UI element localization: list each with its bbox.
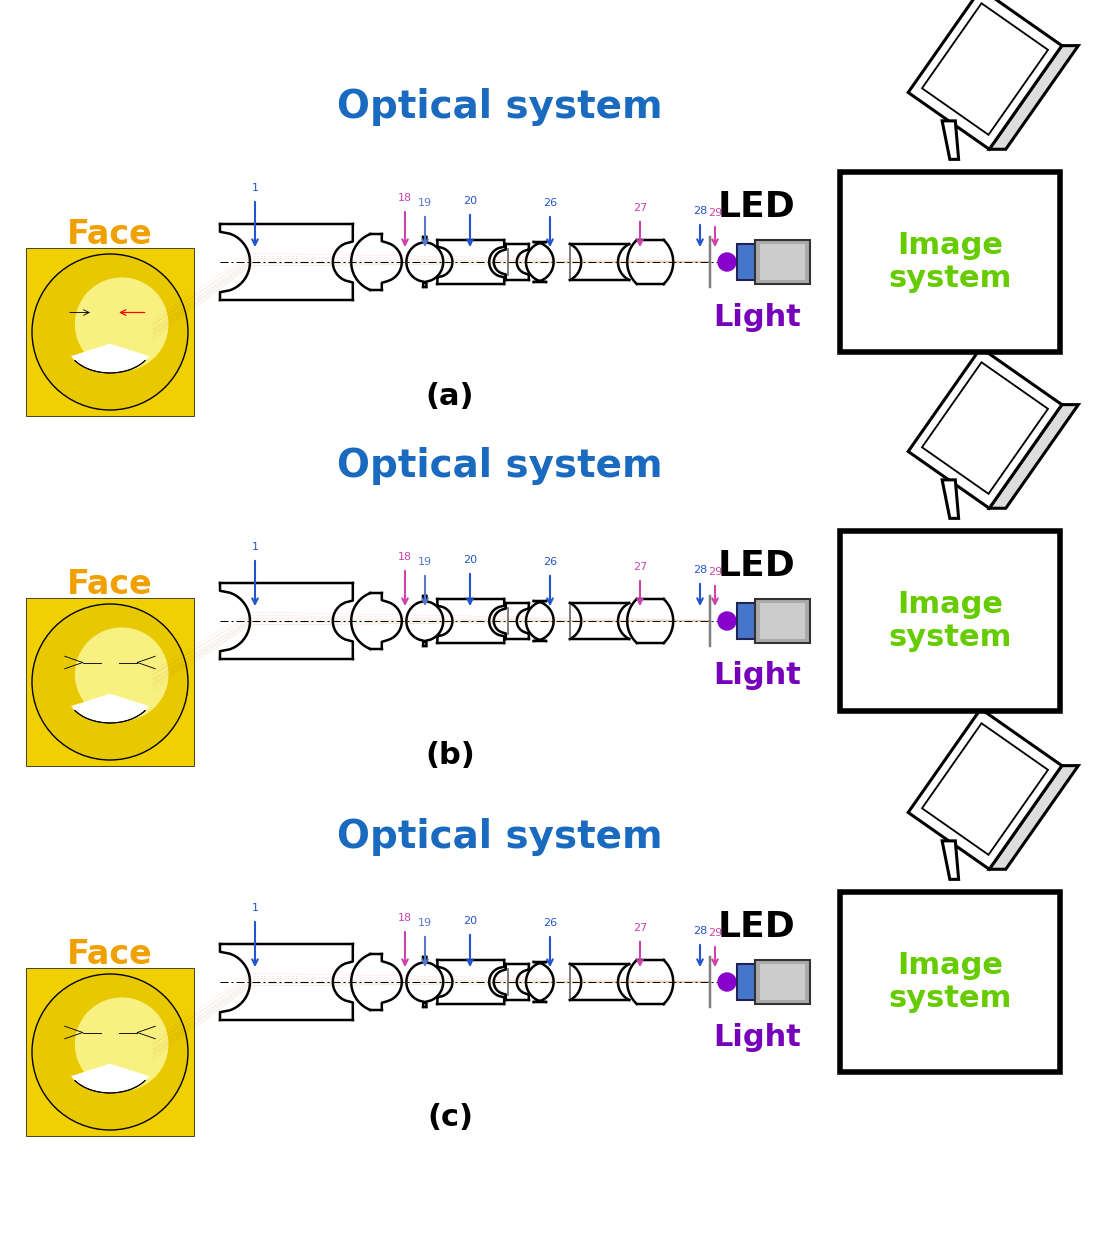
Text: Light: Light bbox=[713, 662, 801, 691]
Circle shape bbox=[75, 997, 169, 1090]
Bar bbox=[755, 599, 810, 643]
Polygon shape bbox=[942, 841, 959, 879]
Text: Optical system: Optical system bbox=[337, 447, 662, 484]
Text: 19: 19 bbox=[418, 197, 432, 207]
Polygon shape bbox=[990, 405, 1079, 508]
Bar bbox=[840, 171, 1060, 351]
Text: 28: 28 bbox=[693, 206, 707, 216]
Polygon shape bbox=[942, 120, 959, 159]
Text: 28: 28 bbox=[693, 927, 707, 936]
Text: (c): (c) bbox=[426, 1103, 473, 1131]
Circle shape bbox=[32, 604, 188, 760]
Text: 27: 27 bbox=[633, 923, 647, 933]
Text: 1: 1 bbox=[251, 183, 259, 193]
Circle shape bbox=[719, 612, 736, 630]
Polygon shape bbox=[922, 4, 1048, 135]
Text: 29: 29 bbox=[707, 568, 722, 578]
Text: Optical system: Optical system bbox=[337, 818, 662, 856]
Bar bbox=[737, 243, 755, 279]
Polygon shape bbox=[990, 765, 1079, 869]
Text: 29: 29 bbox=[707, 207, 722, 219]
Polygon shape bbox=[72, 1063, 149, 1093]
Bar bbox=[755, 960, 810, 1004]
Text: Image
system: Image system bbox=[888, 950, 1012, 1013]
Text: Face: Face bbox=[67, 938, 153, 971]
Text: LED: LED bbox=[719, 910, 796, 944]
Bar bbox=[25, 597, 194, 766]
Text: (b): (b) bbox=[425, 741, 475, 770]
Circle shape bbox=[75, 277, 169, 371]
Text: 26: 26 bbox=[543, 918, 558, 928]
Text: 1: 1 bbox=[251, 542, 259, 551]
Bar bbox=[737, 964, 755, 1000]
Polygon shape bbox=[922, 363, 1048, 494]
Text: 18: 18 bbox=[398, 913, 412, 923]
Text: Face: Face bbox=[67, 219, 153, 251]
Circle shape bbox=[32, 255, 188, 410]
Text: Face: Face bbox=[67, 568, 153, 601]
Polygon shape bbox=[72, 344, 149, 373]
Text: 20: 20 bbox=[463, 196, 477, 206]
Polygon shape bbox=[990, 46, 1079, 149]
Polygon shape bbox=[908, 348, 1062, 508]
Bar bbox=[737, 604, 755, 638]
Text: 20: 20 bbox=[463, 917, 477, 927]
Bar bbox=[840, 532, 1060, 710]
Text: 28: 28 bbox=[693, 565, 707, 575]
Text: LED: LED bbox=[719, 549, 796, 582]
Text: 18: 18 bbox=[398, 551, 412, 561]
Circle shape bbox=[719, 972, 736, 991]
Bar bbox=[755, 240, 810, 284]
Circle shape bbox=[75, 627, 169, 722]
Text: Image
system: Image system bbox=[888, 590, 1012, 652]
Bar bbox=[25, 247, 194, 416]
Circle shape bbox=[719, 253, 736, 271]
Bar bbox=[760, 243, 804, 279]
Text: 26: 26 bbox=[543, 197, 558, 207]
Text: 18: 18 bbox=[398, 193, 412, 202]
Text: Light: Light bbox=[713, 303, 801, 332]
Bar bbox=[25, 968, 194, 1136]
Polygon shape bbox=[72, 694, 149, 723]
Text: LED: LED bbox=[719, 190, 796, 224]
Circle shape bbox=[32, 974, 188, 1130]
Text: 1: 1 bbox=[251, 903, 259, 913]
Text: 19: 19 bbox=[418, 918, 432, 928]
Polygon shape bbox=[908, 709, 1062, 869]
Text: 27: 27 bbox=[633, 202, 647, 212]
Polygon shape bbox=[922, 723, 1048, 854]
Text: Light: Light bbox=[713, 1022, 801, 1052]
Polygon shape bbox=[942, 479, 959, 518]
Text: Image
system: Image system bbox=[888, 231, 1012, 293]
Text: 27: 27 bbox=[633, 561, 647, 573]
Text: 29: 29 bbox=[707, 928, 722, 938]
Text: 26: 26 bbox=[543, 556, 558, 568]
Text: (a): (a) bbox=[425, 383, 474, 411]
Text: 19: 19 bbox=[418, 556, 432, 568]
Bar bbox=[840, 892, 1060, 1072]
Text: Optical system: Optical system bbox=[337, 88, 662, 125]
Bar bbox=[760, 604, 804, 638]
Polygon shape bbox=[908, 0, 1062, 149]
Text: 20: 20 bbox=[463, 555, 477, 565]
Bar bbox=[760, 964, 804, 1000]
